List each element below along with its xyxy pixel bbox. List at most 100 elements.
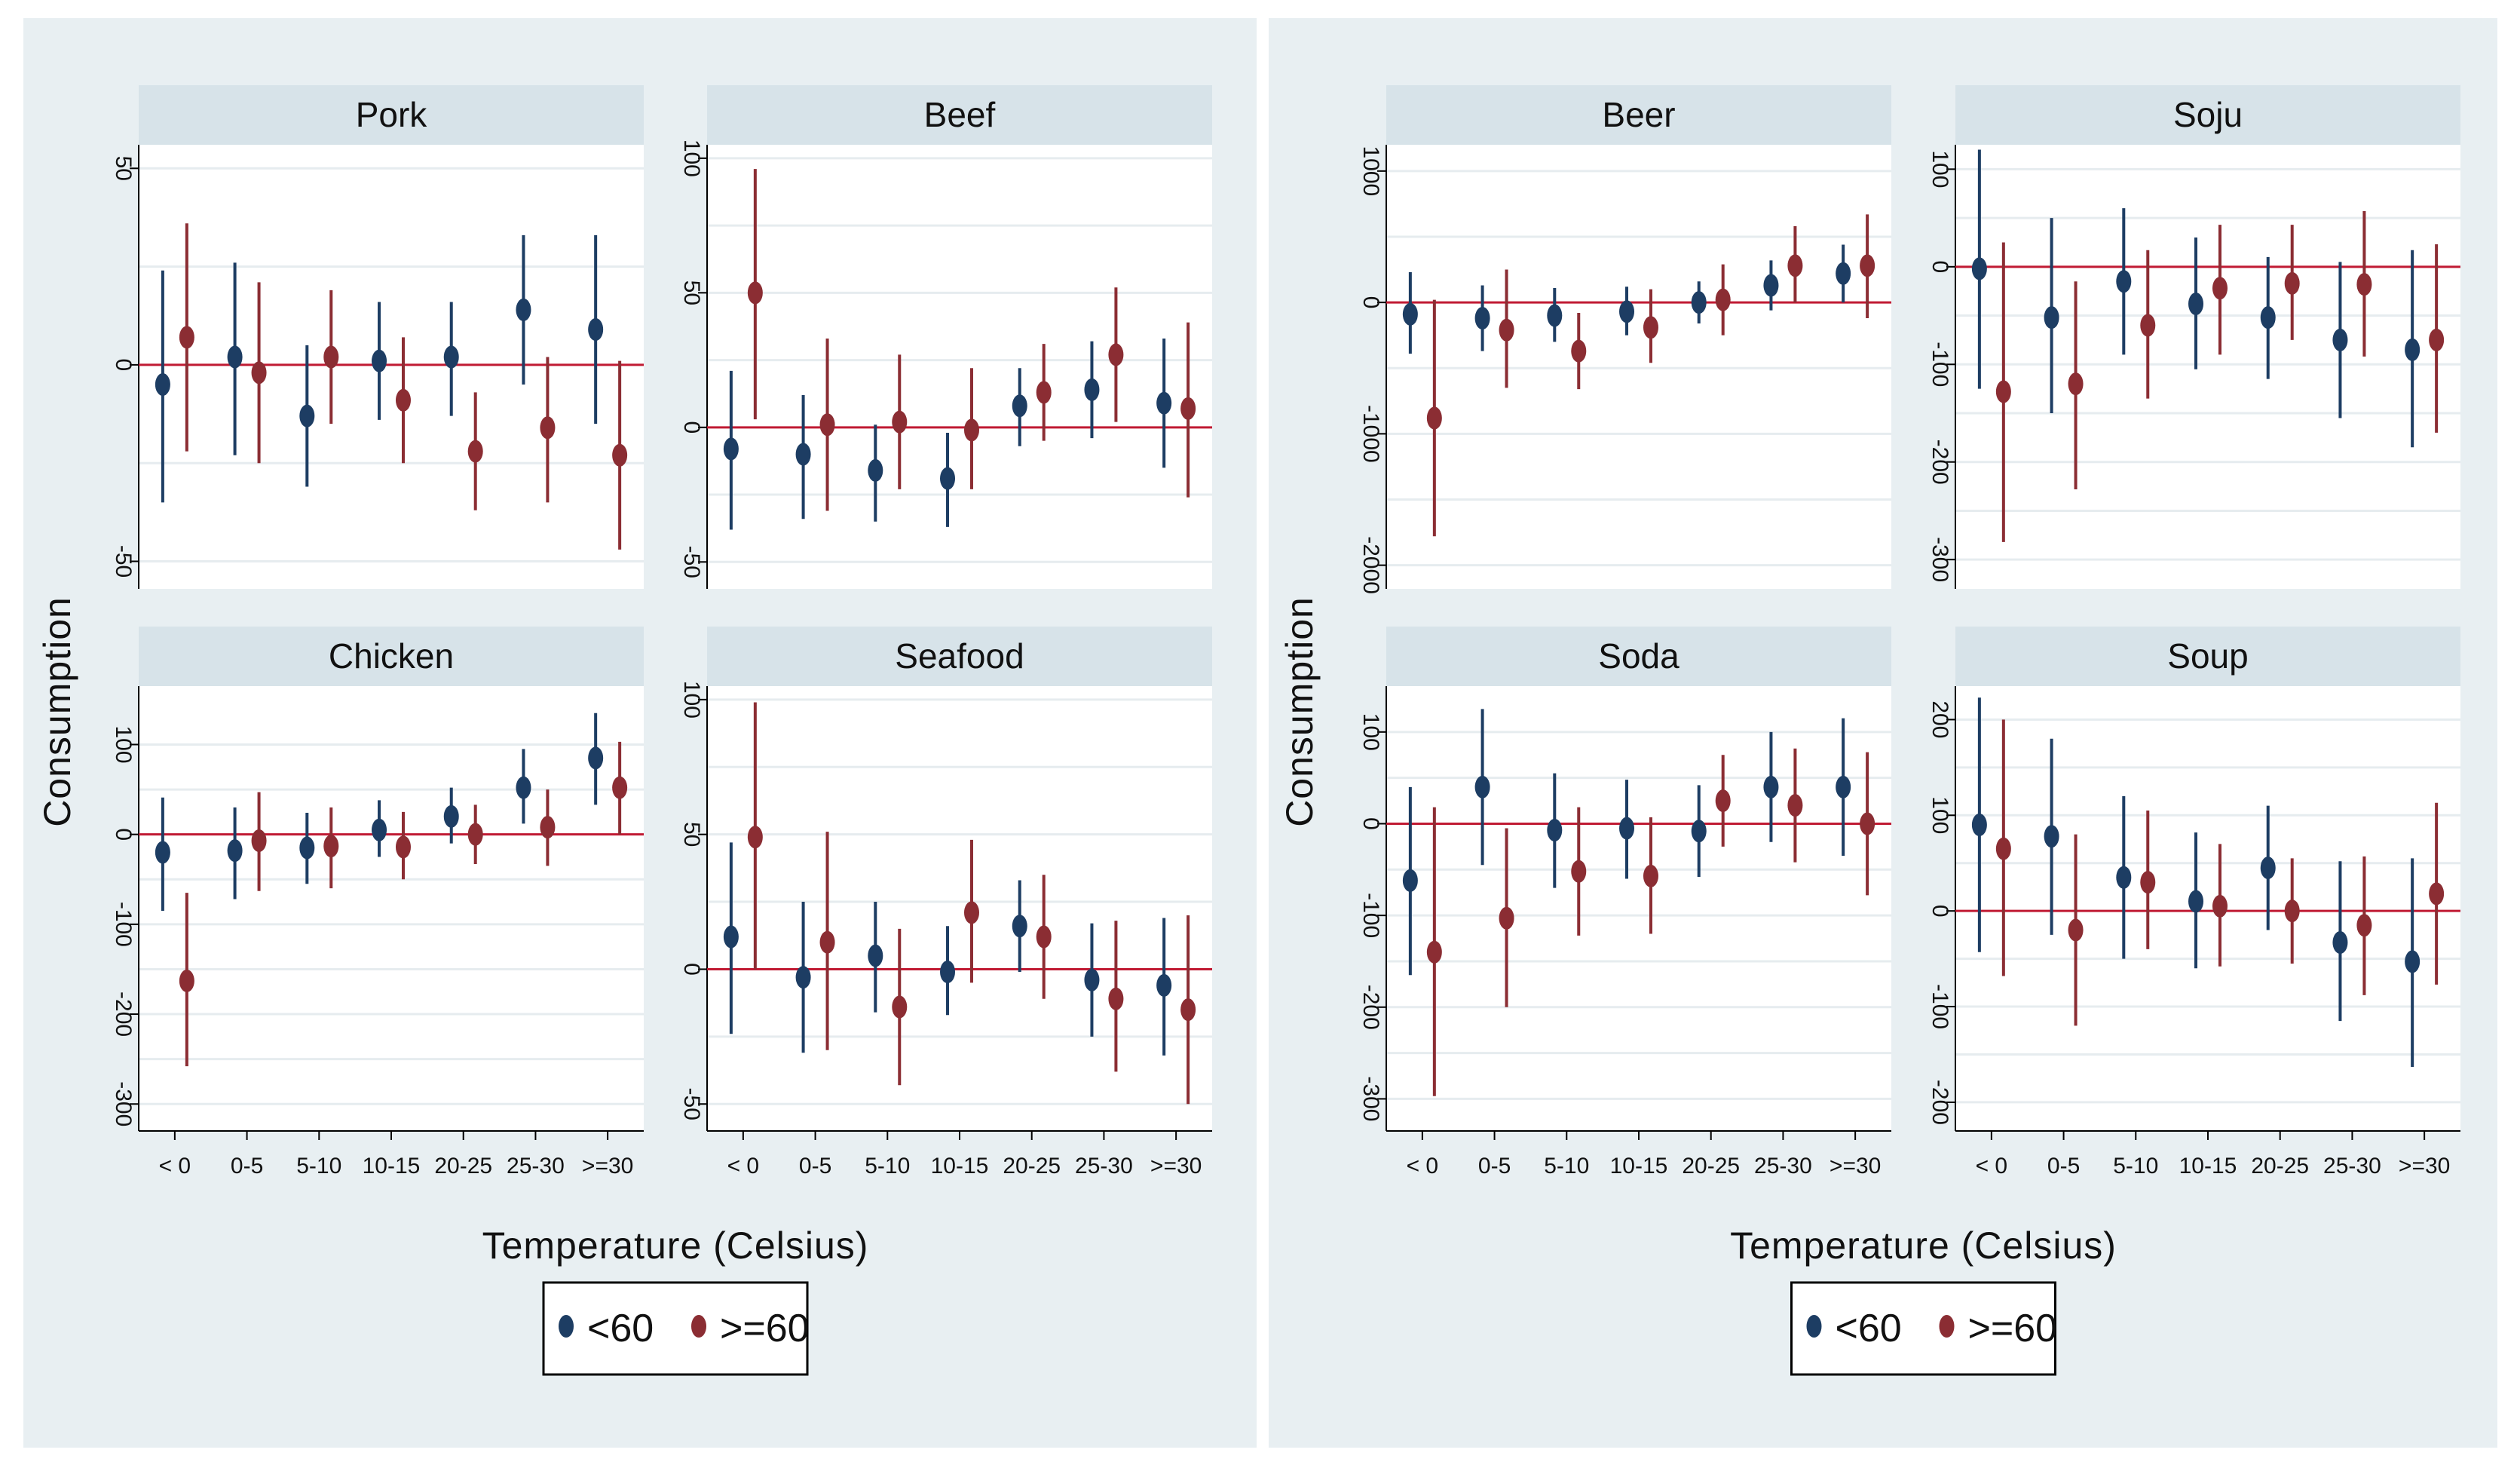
legend-label: >=60 (1968, 1307, 2058, 1350)
data-point (1763, 274, 1779, 297)
data-point (1108, 343, 1124, 366)
x-tick-label: >=30 (1830, 1154, 1881, 1178)
data-point (2140, 871, 2156, 894)
data-point (1402, 302, 1418, 326)
x-tick-label: 25-30 (2323, 1154, 2381, 1178)
x-tick-label: 10-15 (1610, 1154, 1668, 1178)
y-tick-label: -200 (1928, 440, 1952, 485)
panel-title: Soda (1598, 636, 1679, 676)
y-tick-label: 50 (111, 156, 136, 181)
food-chart-group: Pork 50 0 -50 Beef 100 50 0 -50 Chicken 100 0 -100 -2… (23, 18, 1257, 1448)
data-point (1474, 775, 1490, 798)
x-axis-title: Temperature (Celsius) (1730, 1224, 2117, 1267)
y-tick-label: 100 (1928, 796, 1952, 834)
x-tick-label: 0-5 (799, 1154, 831, 1178)
x-tick-label: >=30 (582, 1154, 633, 1178)
data-point (747, 826, 763, 849)
data-point (467, 823, 483, 846)
data-point (1012, 915, 1027, 938)
y-tick-label: 0 (679, 421, 704, 434)
panel-title: Beef (924, 95, 996, 134)
legend-box (1790, 1281, 2056, 1376)
data-point (1763, 775, 1779, 798)
drink-charts-svg: Beer10000-1000-2000Soju1000-100-200-300S… (1278, 85, 2460, 1376)
x-tick-label: 25-30 (507, 1154, 565, 1178)
data-point (2068, 918, 2084, 942)
data-point (1619, 300, 1635, 323)
x-tick-label: 25-30 (1075, 1154, 1133, 1178)
data-point (1012, 394, 1027, 418)
y-tick-label: -100 (1358, 893, 1383, 938)
data-point (819, 413, 835, 437)
x-tick-label: < 0 (727, 1154, 760, 1178)
data-point (747, 281, 763, 305)
legend-marker (1939, 1315, 1955, 1338)
y-tick-label: 50 (679, 822, 704, 847)
data-point (1036, 925, 1052, 949)
data-point (2332, 328, 2348, 351)
data-point (2212, 894, 2228, 918)
y-tick-label: -300 (111, 1081, 136, 1126)
data-point (1426, 406, 1442, 430)
panel-title: Pork (356, 95, 428, 134)
y-tick-label: -200 (111, 991, 136, 1037)
y-tick-label: 50 (679, 280, 704, 305)
data-point (372, 349, 387, 372)
data-point (868, 944, 883, 967)
data-point (795, 443, 811, 466)
data-point (2188, 293, 2204, 316)
y-tick-label: 100 (679, 139, 704, 177)
y-tick-label: 100 (111, 725, 136, 763)
data-point (540, 416, 556, 440)
data-point (251, 829, 267, 853)
data-point (299, 404, 315, 428)
y-tick-label: 100 (1358, 713, 1383, 751)
data-point (1715, 288, 1731, 311)
data-point (1156, 391, 1172, 415)
y-tick-label: 0 (679, 963, 704, 976)
y-axis-title: Consumption (1278, 596, 1321, 827)
panel-strip (707, 85, 1212, 145)
data-point (1691, 291, 1707, 314)
legend: <60 >=60 (1790, 1281, 2058, 1376)
data-point (1995, 837, 2011, 860)
data-point (1180, 998, 1196, 1022)
y-tick-label: 0 (1928, 260, 1952, 273)
x-tick-label: 20-25 (434, 1154, 492, 1178)
y-tick-label: -300 (1928, 537, 1952, 582)
data-point (443, 804, 459, 828)
data-point (1787, 254, 1803, 277)
x-tick-label: 5-10 (1544, 1154, 1589, 1178)
panel-title: Seafood (895, 636, 1024, 676)
x-tick-label: < 0 (1407, 1154, 1439, 1178)
data-point (1547, 818, 1563, 841)
plot-area (707, 686, 1212, 1131)
data-point (723, 925, 739, 949)
legend-marker (691, 1315, 706, 1338)
data-point (395, 835, 411, 859)
legend-label: <60 (587, 1307, 654, 1350)
data-point (612, 443, 628, 467)
y-tick-label: 0 (1358, 817, 1383, 830)
data-point (963, 901, 979, 924)
data-point (155, 372, 170, 396)
data-point (588, 746, 604, 770)
data-point (1619, 817, 1635, 840)
y-axis-title: Consumption (36, 596, 78, 827)
y-tick-label: -2000 (1358, 536, 1383, 594)
panel-strip (1386, 85, 1891, 145)
data-point (1084, 968, 1100, 991)
data-point (179, 326, 194, 349)
data-point (1499, 318, 1514, 342)
panel-strip (139, 85, 644, 145)
legend-label: >=60 (720, 1307, 810, 1350)
data-point (588, 317, 604, 341)
legend-label: <60 (1836, 1307, 1902, 1350)
legend-marker (1806, 1315, 1822, 1338)
data-point (540, 816, 556, 839)
y-tick-label: 1000 (1358, 146, 1383, 196)
data-point (2116, 866, 2132, 889)
data-point (443, 345, 459, 369)
data-point (2356, 273, 2372, 296)
panel-chicken: Chicken 100 0 -100 -200 -300 < 0 0-5 5-10 10-15 20… (111, 627, 644, 1178)
